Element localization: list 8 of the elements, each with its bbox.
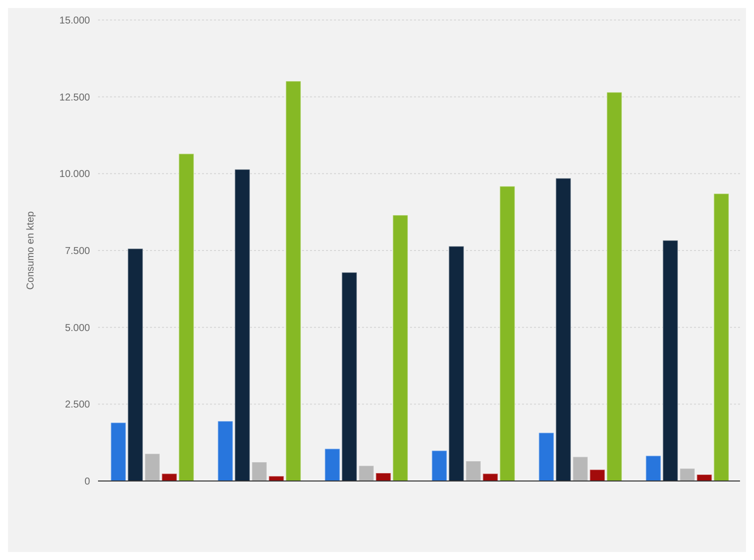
y-tick-label: 0 xyxy=(84,476,90,488)
y-tick-label: 2.500 xyxy=(64,400,90,411)
y-axis-title: Consumo en ktep xyxy=(26,210,37,290)
y-tick-label: 5.000 xyxy=(64,322,90,334)
y-tick-label: 10.000 xyxy=(59,169,90,180)
y-tick-label: 12.500 xyxy=(59,92,90,104)
y-tick-label: 7.500 xyxy=(64,246,90,258)
y-tick-label: 15.000 xyxy=(59,16,90,27)
